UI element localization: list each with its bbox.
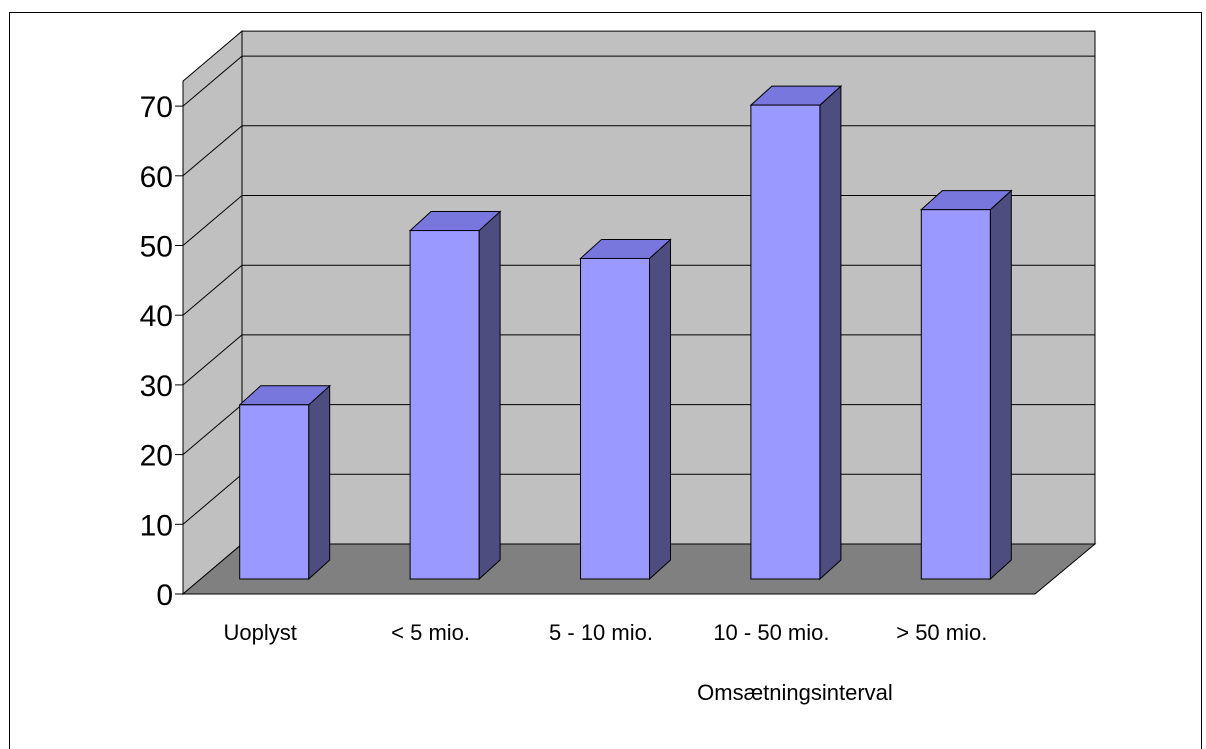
- bars: [238, 84, 1013, 581]
- bar-front: [580, 257, 650, 580]
- x-category-label: < 5 mio.: [391, 620, 470, 645]
- y-tick-label: 20: [140, 440, 173, 473]
- gridline-side: [182, 334, 243, 386]
- y-tick-label: 0: [156, 579, 173, 612]
- gridline-side: [182, 55, 243, 107]
- gridline-side: [182, 473, 243, 525]
- bar-front: [239, 404, 310, 580]
- bar: [749, 84, 843, 581]
- bar-front: [409, 230, 480, 580]
- bar-side: [989, 189, 1012, 581]
- y-tick-label: 70: [140, 91, 173, 124]
- bar: [920, 189, 1013, 581]
- y-tick-label: 30: [140, 370, 173, 403]
- bar-side: [478, 210, 501, 581]
- y-tick-label: 40: [140, 300, 173, 333]
- x-axis-categories: Uoplyst < 5 mio. 5 - 10 mio. 10 - 50 mio. > …: [224, 620, 988, 645]
- bar-front: [750, 104, 821, 580]
- x-category-label: 5 - 10 mio.: [549, 620, 653, 645]
- y-tick-label: 50: [140, 231, 173, 264]
- bar: [579, 238, 672, 581]
- y-tick-label: 10: [140, 509, 173, 542]
- bar: [238, 384, 331, 581]
- x-category-label: Uoplyst: [224, 620, 297, 645]
- gridline-side: [182, 404, 243, 455]
- bar-side: [649, 238, 671, 581]
- side-wall: [182, 30, 243, 596]
- x-category-label: 10 - 50 mio.: [713, 620, 829, 645]
- gridline-side: [182, 195, 243, 246]
- bar-side: [308, 384, 331, 581]
- y-tick-label: 60: [140, 161, 173, 194]
- gridline-side: [182, 264, 243, 316]
- x-axis-title: Omsætningsinterval: [697, 680, 893, 705]
- x-category-label: > 50 mio.: [896, 620, 987, 645]
- bar: [408, 210, 502, 581]
- bar-side: [819, 84, 842, 581]
- gridline-side: [182, 125, 243, 177]
- y-axis-ticks: 0 10 20 30 40 50 60 70: [140, 81, 184, 612]
- bar-front: [920, 209, 991, 580]
